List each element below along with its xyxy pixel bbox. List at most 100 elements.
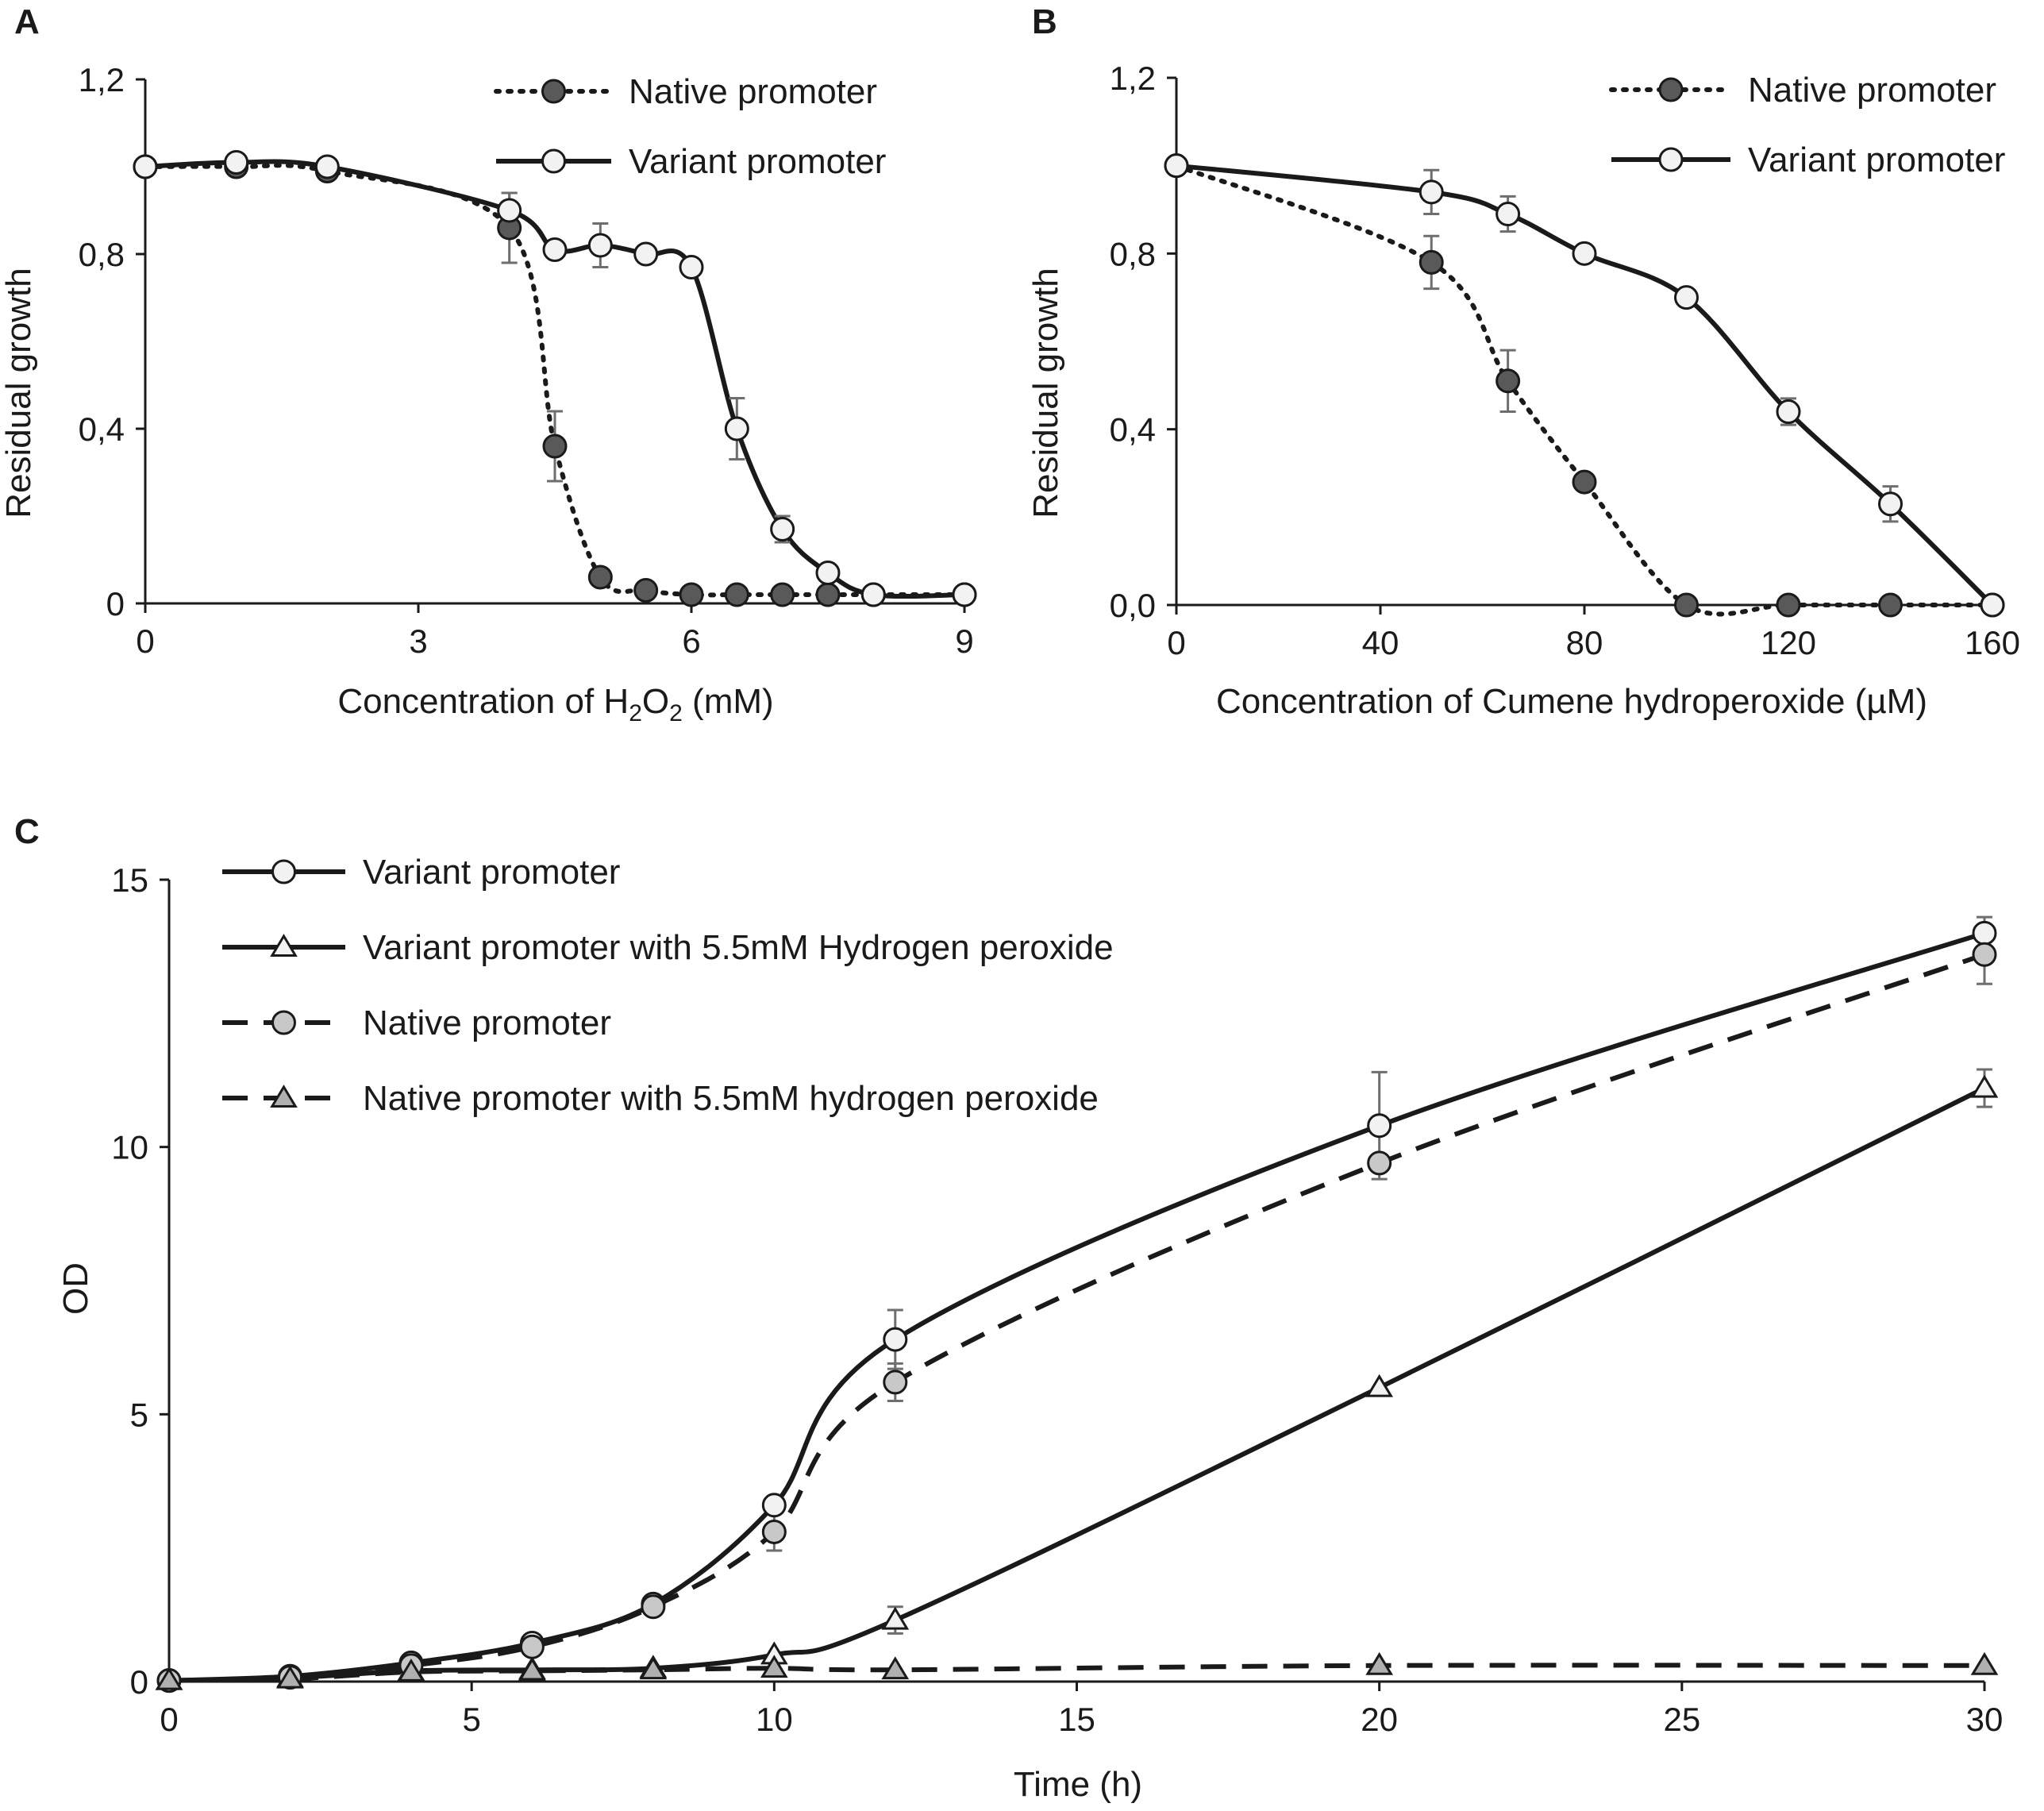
- chart-b-y-tick-label: 0,8: [1110, 235, 1156, 272]
- chart-c-ylabel: OD: [56, 1262, 95, 1315]
- chart-b-series-1-point: [1495, 202, 1521, 227]
- chart-b-legend-item-0: Native promoter: [1609, 71, 1996, 110]
- chart-panel-b: 0 40 80 120 160 0,0 0,4 0,8 1,2 Native promoter V…: [1026, 60, 2020, 721]
- chart-a-legend-label: Native promoter: [629, 72, 877, 111]
- chart-a-xlabel-end: (mM): [683, 682, 774, 721]
- chart-c-y-tick-label: 0: [130, 1663, 148, 1701]
- chart-c-legend-item-2: Native promoter: [222, 1004, 611, 1042]
- chart-a-series-0-point: [679, 582, 704, 607]
- chart-a-y-tick-label: 0: [106, 585, 125, 622]
- chart-c-series-3-point: [276, 1665, 304, 1689]
- chart-a-series-1-point: [770, 517, 795, 541]
- chart-c-x-tick-label: 0: [160, 1701, 178, 1738]
- chart-a-series-1-point: [133, 154, 158, 179]
- chart-c-legend-item-3: Native promoter with 5.5mM hydrogen pero…: [222, 1079, 1099, 1118]
- chart-b-ylabel: Residual growth: [1026, 268, 1065, 518]
- chart-c-x-tick-label: 5: [462, 1701, 480, 1738]
- chart-c-axes: 0 5 10 15 20 25 30 0 5 10 15: [111, 861, 2003, 1738]
- chart-c-xlabel: Time (h): [1014, 1765, 1142, 1804]
- chart-a-axes: 0 3 6 9 0 0,4 0,8 1,2: [79, 61, 974, 660]
- chart-a-series-0-point: [724, 582, 749, 607]
- panel-letter-b: B: [1032, 2, 1057, 41]
- chart-a-series-1-point: [815, 561, 841, 585]
- chart-a-xlabel-sub1: 2: [629, 700, 642, 726]
- chart-b-series-0-point: [1418, 249, 1444, 275]
- chart-c-series-1-point: [881, 1606, 910, 1630]
- chart-a-x-tick-label: 0: [136, 622, 154, 660]
- chart-a-xlabel: Concentration of H2O2 (mM): [337, 682, 773, 726]
- chart-a-y-tick-label: 0,8: [79, 236, 125, 273]
- chart-c-legend-swatch-marker: [271, 859, 296, 884]
- chart-a-series-0-point: [587, 564, 613, 590]
- chart-b-series-1-point: [1164, 153, 1189, 179]
- chart-b-x-tick-label: 0: [1167, 624, 1185, 661]
- chart-a-series-1-point: [679, 255, 704, 279]
- chart-b-x-tick-label: 80: [1566, 624, 1603, 661]
- chart-c-series-2-point: [761, 1519, 787, 1544]
- chart-b-series-0-line: [1174, 163, 1995, 617]
- chart-c-series-3-point: [397, 1658, 425, 1682]
- panel-letter-c: C: [14, 812, 40, 851]
- chart-a-series-1-point: [314, 154, 340, 179]
- chart-c-x-tick-label: 10: [756, 1701, 793, 1738]
- chart-c-series-0-point: [883, 1327, 908, 1352]
- chart-a-series-0-point: [770, 582, 795, 607]
- chart-a-xlabel-mid: O: [642, 682, 669, 721]
- chart-b-xlabel: Concentration of Cumene hydroperoxide (µ…: [1216, 682, 1927, 721]
- chart-c-series-0-point: [1367, 1113, 1392, 1139]
- chart-a-legend: Native promoter Variant promoter: [494, 72, 886, 181]
- chart-a-series-1-point: [952, 582, 977, 607]
- chart-b-legend-label: Variant promoter: [1748, 141, 2005, 179]
- chart-b-x-tick-label: 40: [1362, 624, 1399, 661]
- chart-c-y-tick-label: 10: [111, 1129, 148, 1166]
- chart-b-x-tick-label: 120: [1761, 624, 1816, 661]
- chart-b-legend-item-1: Variant promoter: [1611, 141, 2005, 179]
- chart-a-series-0-point: [542, 433, 568, 459]
- chart-c-series-1-line: [168, 1085, 1986, 1683]
- chart-c-series: [155, 915, 1999, 1693]
- chart-b-series: [1164, 153, 2005, 618]
- chart-c-x-tick-label: 15: [1058, 1701, 1095, 1738]
- chart-b-series-1-point: [1674, 285, 1699, 310]
- chart-c-legend-label: Native promoter with 5.5mM hydrogen pero…: [363, 1079, 1099, 1118]
- chart-c-series-3-point: [518, 1657, 546, 1681]
- chart-c-series-3-line: [168, 1663, 1985, 1683]
- chart-b-y-tick-label: 1,2: [1110, 60, 1156, 97]
- panel-letter-a: A: [14, 2, 40, 41]
- chart-c-series-1-point: [1365, 1374, 1394, 1397]
- chart-c-x-tick-label: 25: [1663, 1701, 1700, 1738]
- chart-b-y-tick-label: 0,4: [1110, 411, 1156, 449]
- chart-c-legend-swatch-marker: [270, 934, 298, 957]
- chart-c-legend-swatch-marker: [270, 1085, 298, 1108]
- chart-b-axes: 0 40 80 120 160 0,0 0,4 0,8 1,2: [1110, 60, 2020, 661]
- chart-a-legend-swatch-marker: [541, 79, 566, 104]
- chart-c-x-tick-label: 30: [1966, 1701, 2004, 1738]
- chart-b-legend-swatch-marker: [1658, 77, 1684, 102]
- chart-a-ylabel: Residual growth: [0, 268, 38, 518]
- chart-b-series-0-point: [1878, 592, 1903, 618]
- chart-b-series-1-point: [1418, 179, 1444, 205]
- chart-a-series-1-point: [724, 416, 749, 441]
- chart-a-legend-item-1: Variant promoter: [496, 142, 886, 181]
- chart-c-series-2-point: [883, 1370, 908, 1395]
- chart-a-legend-label: Variant promoter: [629, 142, 886, 181]
- chart-c-y-tick-label: 5: [130, 1396, 148, 1433]
- chart-a-series-1-line: [144, 159, 965, 599]
- chart-a-series-0-point: [633, 578, 659, 603]
- chart-c-series-1-point: [1970, 1074, 1999, 1098]
- chart-c-series-2-point: [1367, 1150, 1392, 1176]
- chart-a-series-1-point: [860, 582, 886, 607]
- chart-b-series-1-point: [1980, 592, 2005, 618]
- chart-c-series-2-point: [641, 1594, 666, 1620]
- chart-c-y-tick-label: 15: [111, 861, 148, 899]
- chart-b-series-0-point: [1572, 469, 1597, 495]
- chart-c-series-0-point: [1972, 920, 1997, 946]
- chart-a-series-1-point: [497, 198, 522, 223]
- chart-b-series-1-point: [1878, 491, 1903, 517]
- chart-b-series-0-point: [1776, 592, 1801, 618]
- chart-a-x-tick-label: 6: [682, 622, 700, 660]
- chart-c-series-3-point: [881, 1656, 910, 1680]
- chart-a-y-tick-label: 0,4: [79, 410, 125, 448]
